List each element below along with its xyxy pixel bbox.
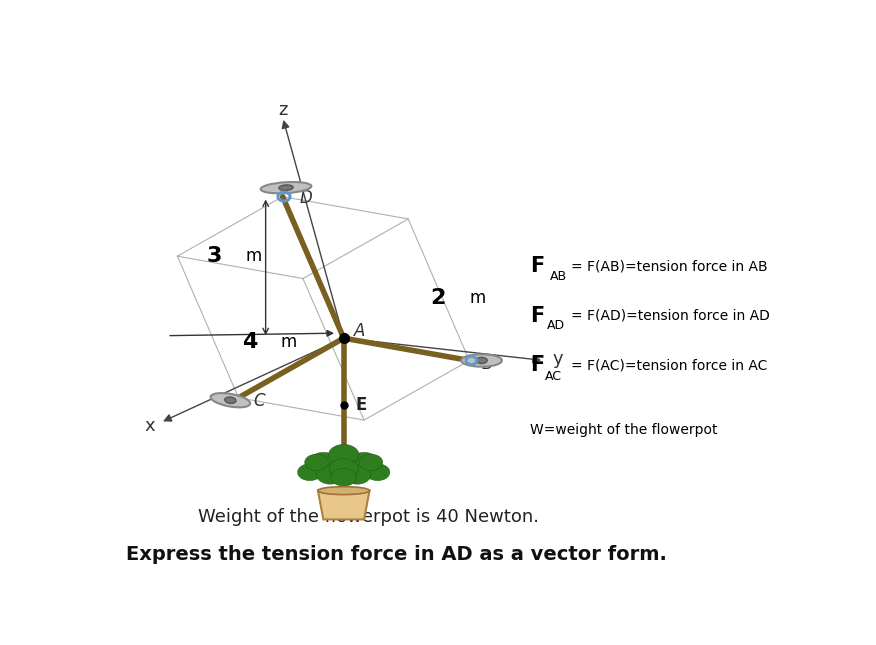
Ellipse shape <box>318 486 370 495</box>
Text: D: D <box>300 188 313 206</box>
Text: AD: AD <box>548 319 566 332</box>
Text: Weight of the flowerpot is 40 Newton.: Weight of the flowerpot is 40 Newton. <box>198 508 539 526</box>
Ellipse shape <box>328 444 359 465</box>
Text: x: x <box>145 417 156 435</box>
Ellipse shape <box>343 465 371 484</box>
Text: 3: 3 <box>206 246 222 266</box>
Ellipse shape <box>210 393 251 408</box>
Ellipse shape <box>261 182 311 194</box>
Ellipse shape <box>279 185 293 190</box>
Text: F: F <box>530 306 545 326</box>
Text: AB: AB <box>549 270 567 283</box>
Text: m: m <box>280 333 297 351</box>
Ellipse shape <box>461 354 502 367</box>
Ellipse shape <box>225 397 236 403</box>
Text: = F(AB)=tension force in AB: = F(AB)=tension force in AB <box>571 259 767 273</box>
Polygon shape <box>318 491 370 519</box>
Ellipse shape <box>316 465 343 484</box>
Text: A: A <box>354 322 365 340</box>
Text: 4: 4 <box>242 332 258 352</box>
Ellipse shape <box>476 357 487 364</box>
Text: C: C <box>253 392 265 410</box>
Text: = F(AD)=tension force in AD: = F(AD)=tension force in AD <box>571 309 770 322</box>
Ellipse shape <box>350 452 378 472</box>
Ellipse shape <box>298 464 322 481</box>
Text: y: y <box>552 350 563 368</box>
Ellipse shape <box>329 459 358 479</box>
Text: AC: AC <box>546 370 562 383</box>
Text: = F(AC)=tension force in AC: = F(AC)=tension force in AC <box>571 359 767 372</box>
Ellipse shape <box>331 468 357 486</box>
Text: B: B <box>482 355 493 373</box>
Ellipse shape <box>309 452 337 472</box>
Text: m: m <box>245 247 262 265</box>
Text: F: F <box>530 256 545 276</box>
Text: W=weight of the flowerpot: W=weight of the flowerpot <box>530 423 718 437</box>
Text: Express the tension force in AD as a vector form.: Express the tension force in AD as a vec… <box>126 544 668 564</box>
Text: F: F <box>530 355 545 375</box>
Text: 2: 2 <box>430 288 446 308</box>
Ellipse shape <box>359 454 383 470</box>
Text: E: E <box>356 396 367 414</box>
Ellipse shape <box>365 464 390 481</box>
Text: z: z <box>278 101 287 119</box>
Text: m: m <box>470 290 485 308</box>
Ellipse shape <box>305 454 328 470</box>
